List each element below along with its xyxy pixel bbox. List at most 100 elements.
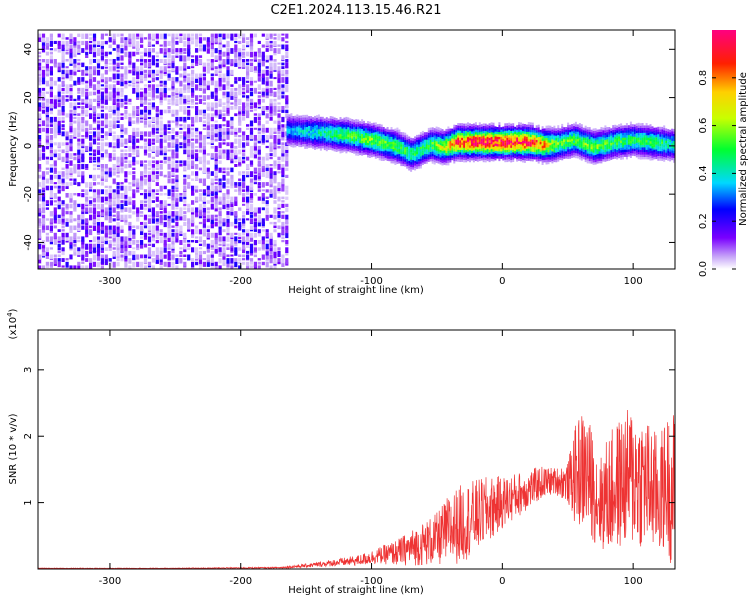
spectrogram-cell: [498, 139, 501, 142]
spectrogram-cell: [57, 142, 61, 148]
spectrogram-cell: [183, 48, 187, 52]
spectrogram-cell: [242, 106, 246, 112]
spectrogram-cell: [65, 66, 69, 69]
spectrogram-cell: [191, 178, 195, 181]
spectrogram-cell: [341, 121, 344, 124]
spectrogram-cell: [214, 221, 218, 227]
spectrogram-cell: [108, 156, 112, 162]
spectrogram-cell: [396, 139, 399, 143]
spectrogram-cell: [378, 155, 381, 158]
spectrogram-cell: [533, 144, 536, 148]
spectrogram-cell: [175, 33, 179, 38]
spectrogram-cell: [89, 156, 93, 161]
spectrogram-cell: [147, 124, 152, 128]
spectrogram-cell: [463, 133, 466, 136]
spectrogram-cell: [296, 114, 299, 117]
spectrogram-cell: [124, 44, 128, 51]
spectrogram-cell: [249, 261, 254, 265]
spectrogram-cell: [339, 124, 342, 127]
spectrogram-cell: [210, 240, 214, 246]
spectrogram-cell: [210, 131, 214, 136]
spectrogram-cell: [437, 139, 440, 142]
spectrogram-cell: [447, 141, 450, 144]
spectrogram-cell: [304, 124, 307, 128]
spectrogram-cell: [323, 133, 326, 136]
spectrogram-cell: [77, 131, 81, 138]
spectrogram-cell: [202, 178, 206, 184]
spectrogram-cell: [61, 102, 65, 106]
spectrogram-cell: [317, 129, 320, 132]
spectrogram-cell: [246, 232, 250, 237]
spectrogram-cell: [261, 254, 265, 260]
spectrogram-cell: [187, 55, 191, 61]
spectrogram-cell: [140, 164, 144, 167]
spectrogram-cell: [175, 189, 179, 192]
spectrogram-cell: [482, 150, 485, 153]
spectrogram-cell: [69, 51, 73, 58]
spectrogram-cell: [514, 148, 517, 152]
spectrogram-cell: [449, 145, 452, 148]
spectrogram-cell: [382, 151, 385, 154]
spectrogram-cell: [406, 161, 409, 164]
spectrogram-cell: [171, 218, 175, 223]
spectrogram-cell: [140, 211, 144, 214]
spectrogram-cell: [368, 133, 371, 137]
spectrogram-cell: [433, 161, 436, 165]
spectrogram-cell: [242, 203, 246, 206]
spectrogram-cell: [246, 138, 250, 142]
spectrogram-cell: [265, 229, 269, 233]
spectrogram-cell: [112, 153, 116, 157]
spectrogram-cell: [230, 37, 234, 41]
spectrogram-cell: [246, 207, 250, 211]
spectrogram-cell: [57, 174, 61, 180]
spectrogram-cell: [465, 154, 468, 158]
spectrogram-cell: [45, 185, 49, 191]
spectrogram-cell: [351, 140, 354, 144]
spectrogram-cell: [431, 141, 434, 145]
spectrogram-cell: [441, 146, 444, 149]
spectrogram-cell: [143, 214, 148, 220]
spectrogram-cell: [202, 138, 206, 143]
spectrogram-cell: [277, 106, 281, 110]
spectrogram-cell: [290, 134, 293, 138]
spectrogram-cell: [285, 174, 289, 178]
spectrogram-cell: [474, 146, 477, 149]
spectrogram-cell: [108, 243, 112, 248]
spectrogram-cell: [359, 152, 362, 156]
spectrogram-cell: [77, 80, 81, 85]
spectrogram-cell: [502, 143, 505, 147]
spectrogram-cell: [398, 148, 401, 152]
spectrogram-cell: [81, 171, 85, 176]
spectrogram-cell: [431, 161, 434, 164]
spectrogram-cell: [69, 131, 73, 134]
spectrogram-cell: [306, 141, 309, 144]
spectrogram-cell: [81, 218, 85, 224]
spectrogram-cell: [163, 91, 167, 98]
spectrogram-cell: [390, 141, 393, 145]
spectrogram-cell: [367, 152, 369, 155]
spectrogram-cell: [69, 265, 73, 269]
spectrogram-cell: [226, 171, 230, 176]
spectrogram-cell: [238, 236, 242, 240]
spectrogram-cell: [463, 126, 466, 129]
spectrogram-cell: [310, 135, 313, 138]
spectrogram-cell: [191, 80, 195, 85]
spectrogram-cell: [437, 151, 440, 154]
spectrogram-cell: [38, 124, 42, 127]
spectrogram-cell: [198, 211, 203, 217]
spectrogram-cell: [408, 160, 411, 164]
spectrogram-cell: [402, 153, 405, 157]
spectrogram-cell: [447, 160, 450, 163]
spectrogram-cell: [484, 142, 487, 146]
spectrogram-cell: [482, 133, 485, 136]
spectrogram-cell: [478, 127, 481, 130]
spectrogram-cell: [257, 145, 261, 150]
spectrogram-cell: [484, 126, 487, 129]
spectrogram-cell: [285, 203, 289, 207]
spectrogram-cell: [317, 131, 320, 134]
spectrogram-cell: [281, 124, 285, 128]
spectrogram-cell: [234, 59, 238, 64]
spectrogram-cell: [474, 158, 477, 161]
spectrogram-cell: [159, 211, 163, 214]
spectrogram-cell: [175, 142, 179, 148]
